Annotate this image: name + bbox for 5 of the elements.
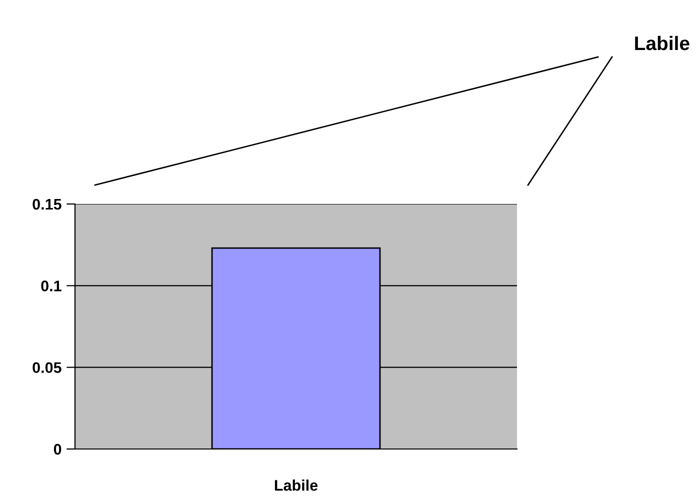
- text: Labile: [635, 36, 690, 50]
- y-tick-label: 0.1: [41, 280, 62, 292]
- y-tick-label: 0.05: [32, 362, 62, 374]
- y-tick-label: 0.15: [32, 198, 62, 210]
- y-tick-label: 0: [54, 444, 62, 455]
